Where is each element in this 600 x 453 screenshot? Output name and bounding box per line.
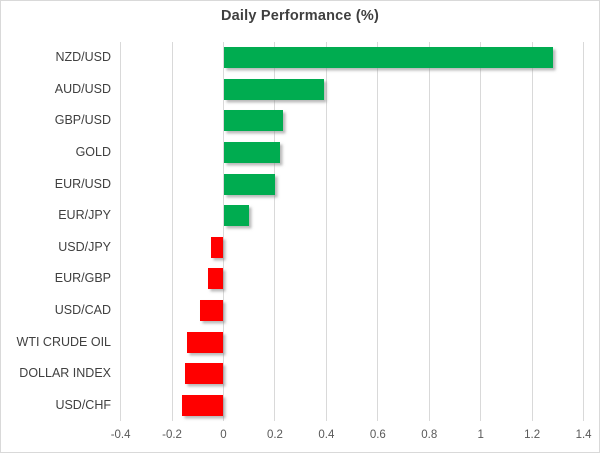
category-label-eur-usd: EUR/USD bbox=[54, 176, 111, 191]
x-tick-label-0: -0.4 bbox=[110, 429, 131, 441]
category-label-nzd-usd: NZD/USD bbox=[55, 50, 111, 65]
bar-gbp-usd bbox=[223, 110, 283, 132]
gridline-1 bbox=[171, 42, 173, 421]
bar-eur-gbp bbox=[208, 268, 224, 290]
category-label-dollar-index: DOLLAR INDEX bbox=[19, 366, 111, 381]
x-tick-label-2: 0 bbox=[220, 429, 227, 441]
x-tick-label-8: 1.2 bbox=[524, 429, 541, 441]
x-tick-label-5: 0.6 bbox=[369, 429, 386, 441]
gridline-6 bbox=[428, 42, 430, 421]
gridline-7 bbox=[480, 42, 482, 421]
category-label-eur-gbp: EUR/GBP bbox=[54, 271, 111, 286]
x-tick-label-1: -0.2 bbox=[162, 429, 182, 441]
bar-usd-chf bbox=[182, 394, 224, 416]
x-tick-label-9: 1.4 bbox=[575, 429, 592, 441]
gridline-2 bbox=[223, 42, 224, 421]
bar-wti-crude-oil bbox=[187, 331, 224, 353]
category-label-gold: GOLD bbox=[75, 145, 111, 160]
bar-eur-jpy bbox=[223, 205, 250, 227]
bar-usd-cad bbox=[200, 299, 224, 321]
category-label-eur-jpy: EUR/JPY bbox=[58, 208, 111, 223]
category-label-usd-chf: USD/CHF bbox=[55, 397, 111, 412]
gridline-5 bbox=[377, 42, 379, 421]
gridline-9 bbox=[583, 42, 585, 421]
bar-gold bbox=[223, 142, 281, 164]
gridline-3 bbox=[274, 42, 276, 421]
gridline-8 bbox=[531, 42, 533, 421]
category-label-usd-cad: USD/CAD bbox=[54, 302, 111, 317]
category-label-wti-crude-oil: WTI CRUDE OIL bbox=[16, 334, 111, 349]
gridline-0 bbox=[120, 42, 122, 421]
category-label-aud-usd: AUD/USD bbox=[54, 81, 111, 96]
chart-title: Daily Performance (%) bbox=[220, 8, 380, 24]
x-tick-label-7: 1 bbox=[477, 429, 484, 441]
category-label-gbp-usd: GBP/USD bbox=[54, 113, 111, 128]
x-tick-label-6: 0.8 bbox=[421, 429, 438, 441]
bar-usd-jpy bbox=[210, 236, 224, 258]
bar-nzd-usd bbox=[223, 47, 553, 69]
bar-dollar-index bbox=[184, 363, 224, 385]
bar-eur-usd bbox=[223, 173, 275, 195]
category-label-usd-jpy: USD/JPY bbox=[58, 239, 111, 254]
x-tick-label-4: 0.4 bbox=[318, 429, 335, 441]
bar-aud-usd bbox=[223, 78, 324, 100]
x-tick-label-3: 0.2 bbox=[266, 429, 283, 441]
gridline-4 bbox=[325, 42, 327, 421]
